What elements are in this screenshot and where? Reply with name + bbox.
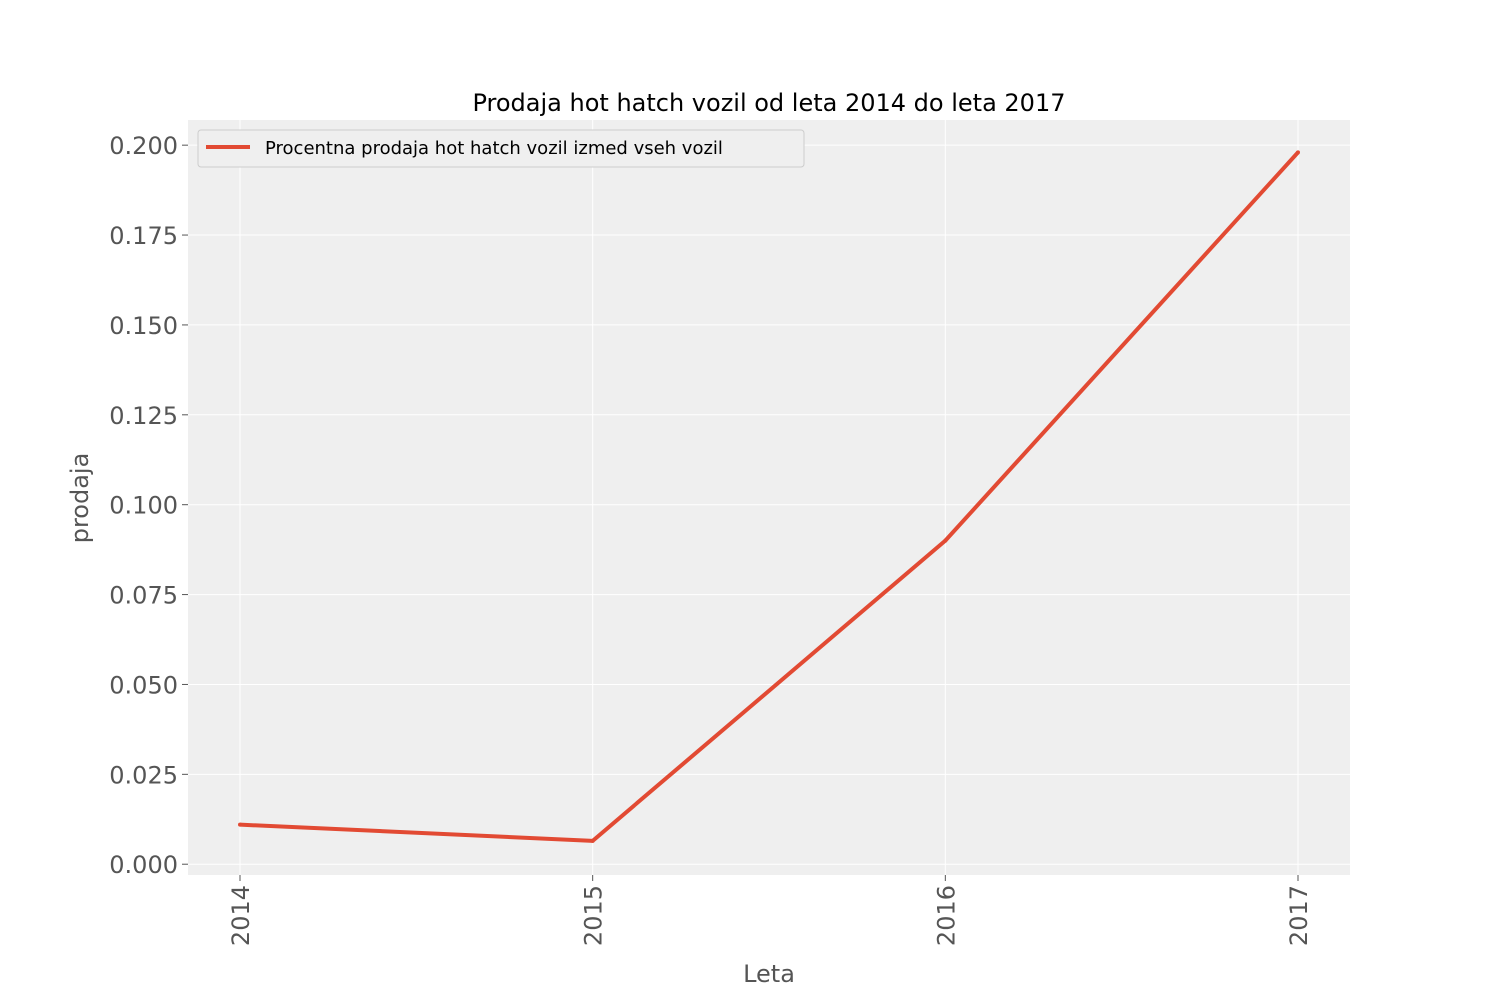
y-tick-label: 0.200 <box>109 132 178 160</box>
y-axis-ticks: 0.000 0.025 0.050 0.075 0.100 0.125 0.150 0.175… <box>109 132 188 879</box>
y-tick-label: 0.075 <box>109 582 178 610</box>
x-axis-ticks: 2014 2015 2016 2017 <box>227 875 1313 946</box>
y-tick-label: 0.000 <box>109 851 178 879</box>
y-tick-label: 0.025 <box>109 761 178 789</box>
chart-title: Prodaja hot hatch vozil od leta 2014 do … <box>472 89 1065 117</box>
legend: Procentna prodaja hot hatch vozil izmed … <box>197 129 805 168</box>
legend-box <box>197 129 805 168</box>
data-point <box>238 822 242 827</box>
x-tick-label: 2016 <box>932 885 960 946</box>
series-line <box>239 151 1300 843</box>
y-tick-label: 0.175 <box>109 222 178 250</box>
x-tick-label: 2017 <box>1285 885 1313 946</box>
y-tick-label: 0.100 <box>109 492 178 520</box>
x-tick-label: 2015 <box>580 885 608 946</box>
data-point <box>943 538 948 543</box>
y-axis-title: prodaja <box>66 453 94 544</box>
y-tick-label: 0.050 <box>109 671 178 699</box>
y-tick-label: 0.150 <box>109 312 178 340</box>
y-tick-label: 0.125 <box>109 402 178 430</box>
x-tick-label: 2014 <box>227 885 255 946</box>
series-layer <box>238 150 1300 843</box>
data-point <box>590 838 595 843</box>
data-point <box>1296 150 1300 155</box>
plot-area <box>188 120 1350 875</box>
x-axis-title: Leta <box>743 960 795 988</box>
legend-label: Procentna prodaja hot hatch vozil izmed … <box>265 138 723 159</box>
